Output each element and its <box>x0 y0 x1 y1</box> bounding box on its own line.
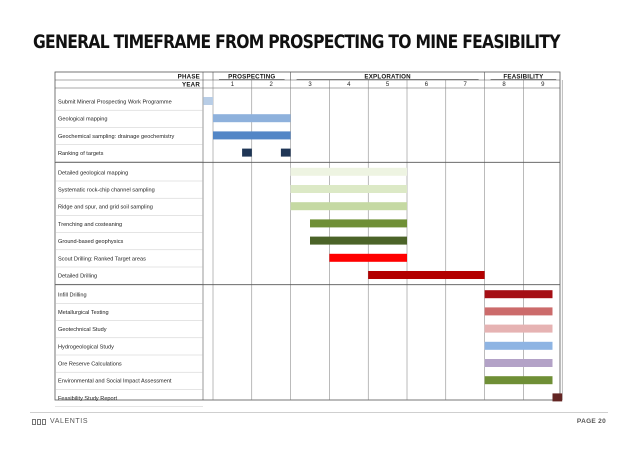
task-label: Detailed Drilling <box>58 274 97 280</box>
phase-label: FEASIBILITY <box>503 73 544 80</box>
year-tick-label: 9 <box>541 82 545 88</box>
chart-grid <box>55 72 563 407</box>
task-bar <box>484 376 553 385</box>
brand-mark-icon <box>32 418 46 425</box>
task-bar <box>213 131 291 140</box>
brand-logo: VALENTIS <box>32 418 88 425</box>
task-bar <box>329 253 407 262</box>
year-tick-label: 8 <box>502 82 506 88</box>
task-bar <box>213 114 291 123</box>
task-label: Submit Mineral Prospecting Work Programm… <box>58 100 172 106</box>
task-bar <box>484 324 553 333</box>
year-tick-label: 1 <box>231 82 235 88</box>
year-tick-label: 2 <box>270 82 274 88</box>
task-label: Ridge and spur, and grid soil sampling <box>58 205 153 211</box>
task-bar <box>484 307 553 316</box>
task-bar <box>280 148 291 157</box>
year-tick-label: 6 <box>425 82 429 88</box>
task-bar <box>310 219 407 228</box>
year-tick-label: 7 <box>464 82 468 88</box>
task-bar <box>290 185 407 193</box>
task-label: Infill Drilling <box>58 293 87 299</box>
year-tick-label: 3 <box>308 82 312 88</box>
phase-label: EXPLORATION <box>364 73 411 80</box>
task-bar <box>290 202 407 211</box>
task-bar <box>368 271 485 279</box>
task-bar <box>484 359 553 367</box>
task-bar <box>290 167 407 176</box>
task-bar <box>484 290 553 299</box>
year-tick-label: 4 <box>347 82 351 88</box>
task-label: Geotechnical Study <box>58 327 107 333</box>
year-tick-label: 5 <box>386 82 390 88</box>
task-label: Geological mapping <box>58 117 107 123</box>
slide-title: GENERAL TIMEFRAME FROM PROSPECTING TO MI… <box>33 31 560 53</box>
phase-label: PROSPECTING <box>228 73 275 80</box>
page-number: PAGE 20 <box>576 418 606 425</box>
task-bar <box>552 393 563 402</box>
task-label: Trenching and costeaning <box>58 222 122 228</box>
year-header-label: YEAR <box>182 81 200 88</box>
task-bar <box>310 236 407 245</box>
task-bar <box>242 148 252 157</box>
chart-labels: PROSPECTING EXPLORATION FEASIBILITY 1 2 3 4 5 6 7… <box>58 73 545 402</box>
task-label: Scout Drilling: Ranked Target areas <box>58 256 146 262</box>
task-label: Geochemical sampling: drainage geochemis… <box>58 134 174 140</box>
chart-background <box>54 71 561 401</box>
task-label: Ground-based geophysics <box>58 239 124 245</box>
task-label: Environmental and Social Impact Assessme… <box>58 379 172 385</box>
task-label: Hydrogeological Study <box>58 344 114 350</box>
task-label: Feasibility Study Report <box>58 396 118 402</box>
task-bar <box>203 97 213 105</box>
task-label: Ranking of targets <box>58 151 104 157</box>
task-label: Metallurgical Testing <box>58 310 109 316</box>
brand-name: VALENTIS <box>50 418 89 425</box>
chart-bars <box>203 97 563 402</box>
task-label: Systematic rock-chip channel sampling <box>58 188 155 194</box>
task-label: Ore Reserve Calculations <box>58 362 122 368</box>
task-bar <box>484 341 553 350</box>
footer-divider <box>30 412 608 413</box>
phase-header-label: PHASE <box>178 73 200 80</box>
task-label: Detailed geological mapping <box>58 170 128 176</box>
